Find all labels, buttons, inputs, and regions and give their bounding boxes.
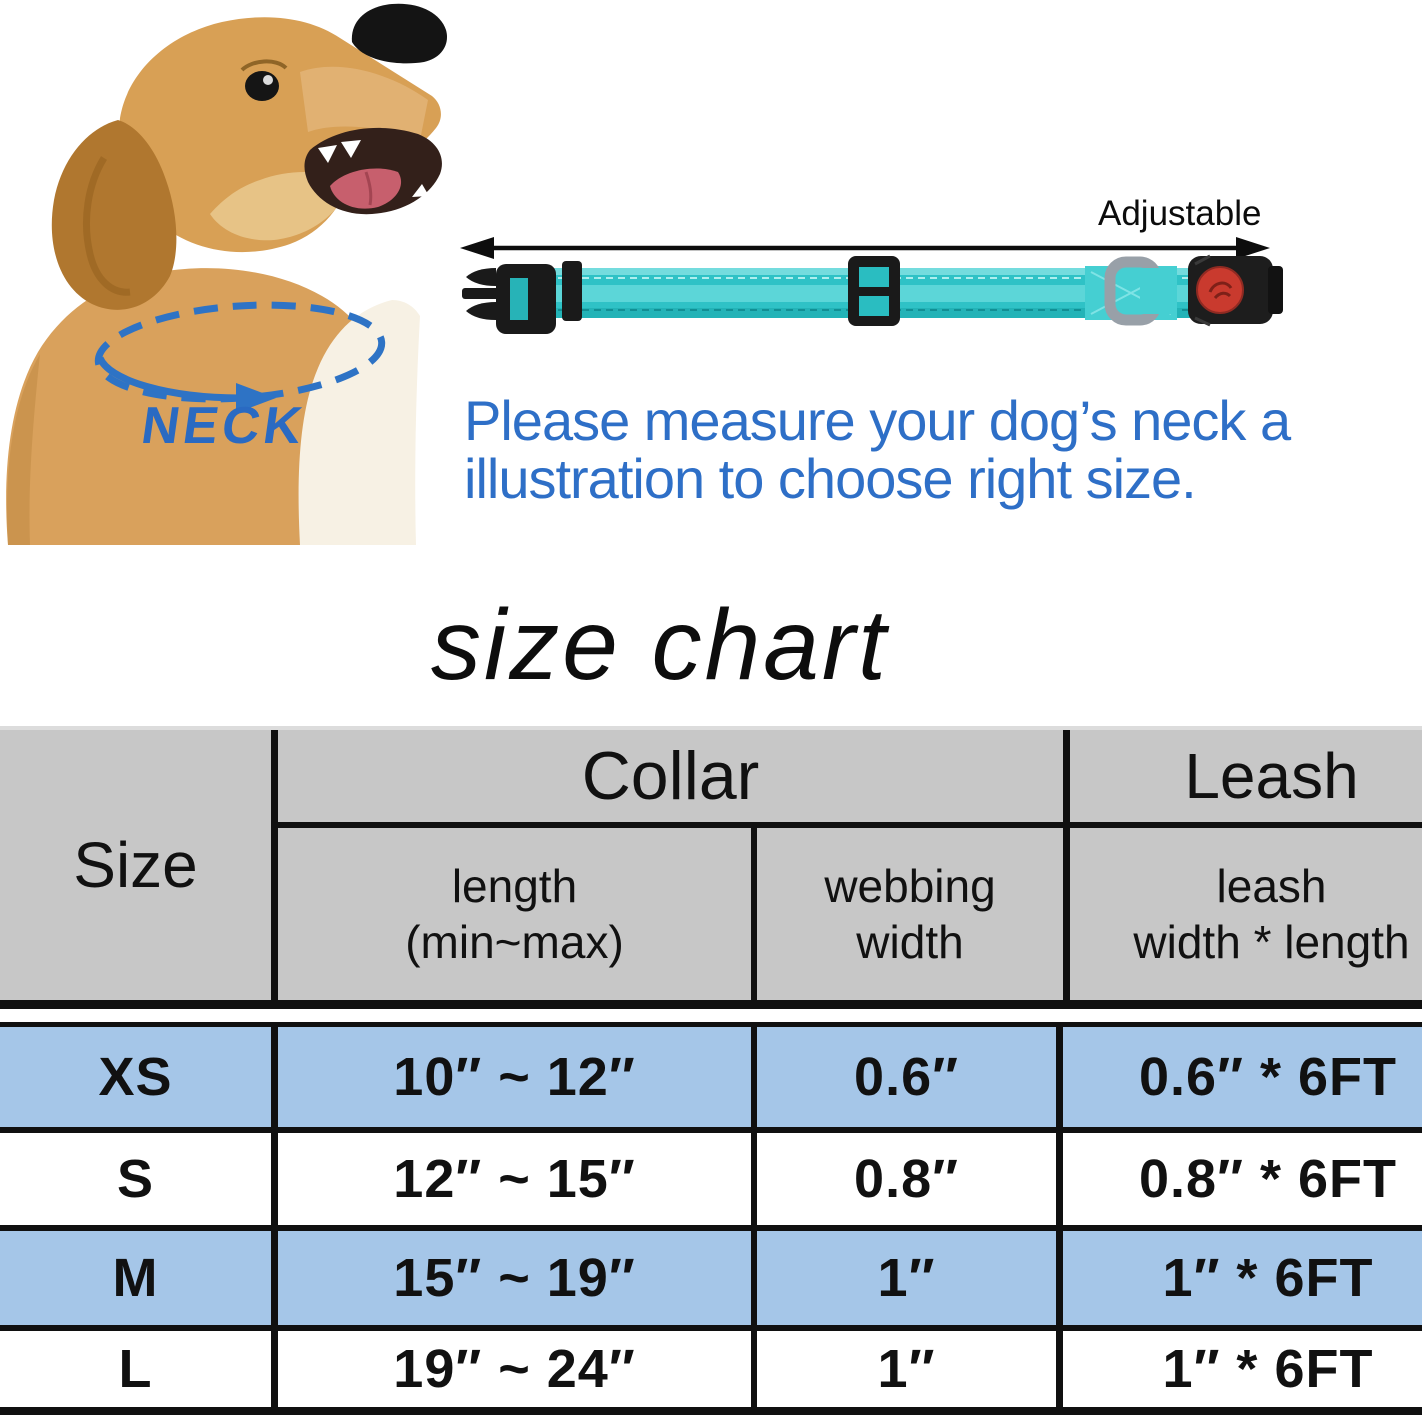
collar-keeper bbox=[562, 261, 582, 321]
cell-leash: 1″ * 6FT bbox=[1162, 1339, 1374, 1399]
table-row: L 19″ ~ 24″ 1″ 1″ * 6FT bbox=[0, 1331, 1422, 1415]
release-button bbox=[1196, 266, 1244, 314]
cell-size: L bbox=[0, 1331, 278, 1407]
instruction-line1: Please measure your dog’s neck a bbox=[464, 389, 1291, 452]
dog-photo bbox=[6, 3, 448, 545]
dog-nose bbox=[351, 3, 448, 64]
table-body: XS 10″ ~ 12″ 0.6″ 0.6″ * 6FT S 12″ ~ 15″… bbox=[0, 1022, 1422, 1415]
header-webbing-width: webbing width bbox=[824, 860, 996, 968]
triglide-slider bbox=[848, 256, 900, 326]
cell-webbing-width: 0.8″ bbox=[757, 1133, 1063, 1225]
header-leash-spec: leash width * length bbox=[1063, 828, 1422, 1000]
adjustable-arrow bbox=[460, 237, 1270, 259]
cell-length: 15″ ~ 19″ bbox=[278, 1231, 757, 1325]
neck-measure-label: NECK bbox=[137, 397, 310, 455]
cell-length: 19″ ~ 24″ bbox=[278, 1331, 757, 1407]
header-leash-group: Leash bbox=[1063, 730, 1422, 828]
cell-length: 12″ ~ 15″ bbox=[278, 1133, 757, 1225]
cell-size: XS bbox=[0, 1027, 278, 1127]
cell-length: 10″ ~ 12″ bbox=[278, 1027, 757, 1127]
cell-leash: 0.6″ * 6FT bbox=[1139, 1047, 1397, 1107]
measure-instruction: Please measure your dog’s neck a illustr… bbox=[464, 392, 1422, 508]
dog-ear bbox=[51, 120, 177, 310]
size-chart-title: size chart bbox=[431, 589, 889, 701]
buckle-male bbox=[462, 264, 556, 334]
dog-eye bbox=[245, 71, 279, 101]
ellipse-arrowhead bbox=[236, 383, 276, 413]
table-row: M 15″ ~ 19″ 1″ 1″ * 6FT bbox=[0, 1231, 1422, 1331]
adjustable-label: Adjustable bbox=[1098, 194, 1262, 233]
neck-measure-ellipse bbox=[94, 301, 386, 413]
buckle-clasp bbox=[1188, 254, 1283, 327]
size-chart-table: Size Collar Leash length (min~max) webbi… bbox=[0, 730, 1422, 1415]
dog-chest-patch bbox=[298, 300, 420, 545]
instruction-line2: illustration to choose right size. bbox=[464, 447, 1197, 510]
table-header: Size Collar Leash length (min~max) webbi… bbox=[0, 730, 1422, 1009]
cell-webbing-width: 1″ bbox=[757, 1231, 1063, 1325]
table-row: S 12″ ~ 15″ 0.8″ 0.8″ * 6FT bbox=[0, 1133, 1422, 1231]
header-collar-length: length (min~max) bbox=[278, 828, 757, 1000]
d-ring bbox=[1085, 256, 1177, 326]
dog-tongue bbox=[330, 168, 402, 209]
header-size: Size bbox=[0, 730, 278, 1000]
cell-size: M bbox=[0, 1231, 278, 1325]
cell-leash: 0.8″ * 6FT bbox=[1139, 1149, 1397, 1209]
cell-leash: 1″ * 6FT bbox=[1162, 1248, 1374, 1308]
header-collar-group: Collar bbox=[278, 730, 1063, 828]
dog-body bbox=[6, 268, 396, 545]
cell-webbing-width: 1″ bbox=[757, 1331, 1063, 1407]
cell-size: S bbox=[0, 1133, 278, 1225]
header-body-gap bbox=[0, 1009, 1422, 1022]
collar-illustration bbox=[460, 237, 1283, 334]
cell-webbing-width: 0.6″ bbox=[757, 1027, 1063, 1127]
table-row: XS 10″ ~ 12″ 0.6″ 0.6″ * 6FT bbox=[0, 1027, 1422, 1133]
